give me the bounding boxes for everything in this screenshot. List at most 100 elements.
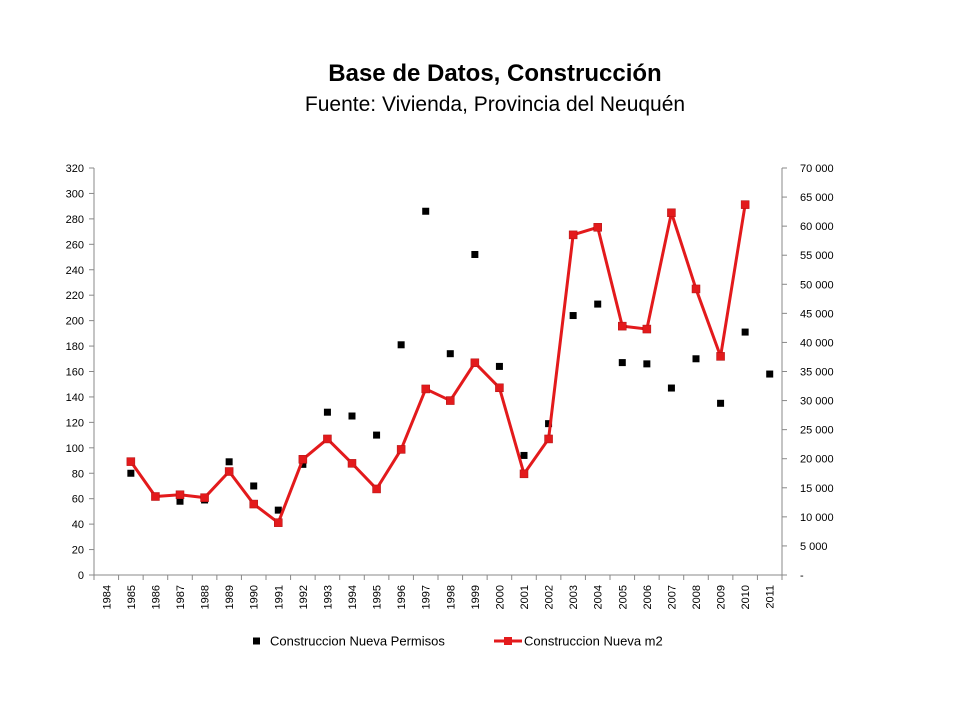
y-right-tick-label: 20 000 — [800, 454, 834, 466]
y-right-tick-label: - — [800, 570, 804, 582]
data-point-m2 — [175, 490, 185, 500]
x-tick-label: 1990 — [249, 585, 261, 609]
data-point-m2 — [151, 492, 160, 501]
data-point-m2 — [740, 200, 750, 209]
x-tick-label: 2003 — [568, 585, 580, 609]
data-point-permisos — [250, 482, 258, 490]
legend-marker-permisos — [253, 637, 260, 645]
data-point-permisos — [397, 341, 405, 349]
data-point-permisos — [471, 250, 479, 258]
data-point-permisos — [766, 370, 774, 378]
data-point-m2 — [446, 396, 455, 405]
data-point-m2 — [126, 457, 136, 466]
data-point-permisos — [373, 431, 381, 439]
y-right-tick-label: 45 000 — [800, 308, 834, 320]
legend-label-m2: Construccion Nueva m2 — [524, 634, 663, 649]
y-left-tick-label: 60 — [72, 494, 84, 506]
y-right-tick-label: 60 000 — [800, 221, 834, 233]
x-tick-label: 2006 — [642, 585, 654, 609]
data-point-permisos — [618, 359, 626, 367]
data-point-m2 — [495, 383, 504, 393]
x-tick-label: 2008 — [691, 585, 703, 609]
y-left-tick-label: 20 — [72, 545, 84, 557]
x-tick-label: 2001 — [519, 585, 531, 609]
data-point-permisos — [225, 458, 233, 466]
series-line-m2 — [129, 204, 747, 525]
chart-title: Base de Datos, Construcción — [328, 60, 662, 87]
y-left-tick-label: 300 — [66, 188, 84, 200]
y-left-tick-label: 240 — [66, 265, 84, 277]
x-tick-label: 1986 — [150, 585, 162, 609]
x-tick-label: 1995 — [372, 585, 384, 609]
y-left-tick-label: 40 — [72, 519, 84, 531]
data-point-m2 — [618, 321, 627, 331]
y-right-tick-label: 65 000 — [800, 192, 834, 204]
data-point-m2 — [716, 352, 725, 361]
data-point-permisos — [569, 312, 577, 320]
data-point-m2 — [200, 493, 209, 502]
x-tick-label: 2000 — [494, 585, 506, 609]
x-tick-label: 2005 — [617, 585, 629, 609]
data-point-m2 — [347, 459, 357, 468]
data-point-permisos — [274, 506, 282, 514]
data-point-permisos — [422, 207, 430, 215]
data-point-m2 — [274, 518, 283, 527]
data-point-permisos — [594, 300, 602, 308]
data-point-permisos — [643, 360, 651, 368]
x-tick-label: 1988 — [200, 585, 212, 609]
data-point-m2 — [323, 434, 332, 444]
data-point-permisos — [692, 355, 700, 363]
x-tick-label: 2009 — [716, 585, 728, 609]
data-point-m2 — [642, 324, 652, 334]
data-point-permisos — [176, 497, 184, 505]
data-point-m2 — [470, 358, 480, 368]
x-tick-label: 2011 — [765, 585, 777, 609]
y-right-tick-label: 30 000 — [800, 396, 834, 408]
x-tick-label: 1998 — [445, 585, 457, 609]
data-point-m2 — [249, 499, 258, 509]
data-point-permisos — [127, 469, 135, 477]
data-point-m2 — [224, 467, 234, 476]
x-tick-label: 2004 — [593, 585, 605, 609]
data-point-m2 — [298, 455, 308, 464]
data-point-m2 — [372, 484, 381, 494]
x-tick-label: 1997 — [421, 585, 433, 609]
data-point-m2 — [544, 434, 553, 444]
x-tick-label: 1992 — [298, 585, 310, 609]
data-point-m2 — [568, 230, 578, 240]
y-left-tick-label: 280 — [66, 214, 84, 226]
data-point-permisos — [299, 460, 307, 468]
y-left-tick-label: 100 — [66, 443, 84, 455]
data-point-m2 — [421, 384, 430, 394]
y-right-tick-label: 25 000 — [800, 425, 834, 437]
data-point-m2 — [593, 223, 602, 232]
y-left-tick-label: 320 — [66, 163, 84, 175]
legend-marker-m2 — [504, 637, 512, 645]
y-right-tick-label: 5 000 — [800, 541, 828, 553]
x-tick-label: 1989 — [224, 585, 236, 609]
x-tick-label: 1985 — [126, 585, 138, 609]
y-left-tick-label: 140 — [66, 392, 84, 404]
x-tick-label: 2002 — [544, 585, 556, 609]
y-right-tick-label: 35 000 — [800, 367, 834, 379]
y-right-tick-label: 70 000 — [800, 163, 834, 175]
data-point-m2 — [396, 445, 406, 454]
data-point-m2 — [667, 208, 676, 218]
x-tick-label: 1993 — [322, 585, 334, 609]
x-tick-label: 1987 — [175, 585, 187, 609]
data-point-permisos — [545, 420, 553, 428]
y-left-tick-label: 0 — [78, 570, 84, 582]
y-right-tick-label: 10 000 — [800, 512, 834, 524]
y-left-tick-label: 220 — [66, 290, 84, 302]
y-left-tick-label: 120 — [66, 417, 84, 429]
x-tick-label: 1991 — [273, 585, 285, 609]
x-tick-label: 1996 — [396, 585, 408, 609]
y-right-tick-label: 15 000 — [800, 483, 834, 495]
y-left-tick-label: 200 — [66, 316, 84, 328]
data-point-permisos — [741, 328, 749, 336]
title-block: Base de Datos, Construcción Fuente: Vivi… — [0, 58, 960, 120]
x-tick-label: 2010 — [740, 585, 752, 609]
data-point-m2 — [519, 469, 529, 479]
y-left-tick-label: 80 — [72, 468, 84, 480]
